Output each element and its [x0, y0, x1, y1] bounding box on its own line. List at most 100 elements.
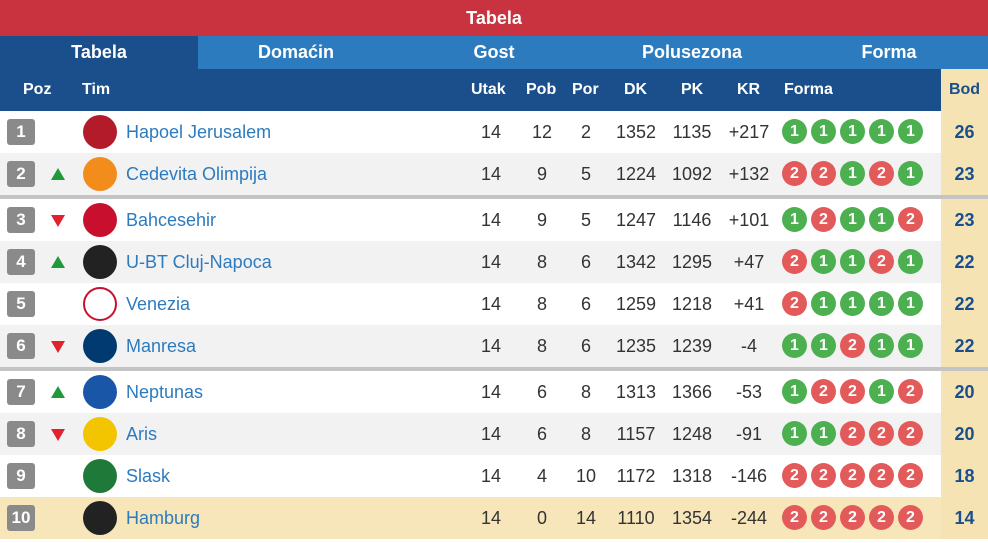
form-win-badge[interactable]: 1 — [811, 421, 836, 446]
form-win-badge[interactable]: 1 — [898, 249, 923, 274]
form-loss-badge[interactable]: 2 — [898, 463, 923, 488]
form-loss-badge[interactable]: 2 — [869, 161, 894, 186]
form-loss-badge[interactable]: 2 — [782, 249, 807, 274]
form-loss-badge[interactable]: 2 — [898, 379, 923, 404]
form-win-badge[interactable]: 1 — [869, 119, 894, 144]
form-win-badge[interactable]: 1 — [782, 207, 807, 232]
form-win-badge[interactable]: 1 — [811, 333, 836, 358]
form-win-badge[interactable]: 1 — [869, 333, 894, 358]
header-tim[interactable]: Tim — [82, 81, 111, 98]
form-win-badge[interactable]: 1 — [840, 207, 865, 232]
form-win-badge[interactable]: 1 — [782, 379, 807, 404]
form-win-badge[interactable]: 1 — [811, 119, 836, 144]
cell-utak: 14 — [480, 251, 502, 272]
team-name-link[interactable]: Aris — [126, 423, 157, 444]
team-name-link[interactable]: Bahcesehir — [126, 209, 217, 230]
venezia-logo-icon — [83, 287, 117, 321]
form-loss-badge[interactable]: 2 — [782, 463, 807, 488]
tab-forma[interactable]: Forma — [861, 42, 917, 62]
table-row[interactable]: 6 Manresa 14 8 6 1235 1239 -4 1 1 2 1 1 22 — [0, 325, 988, 367]
form-loss-badge[interactable]: 2 — [869, 249, 894, 274]
table-row[interactable]: 1 Hapoel Jerusalem 14 12 2 1352 1135 +217 1 1 1 1 1 2… — [0, 111, 988, 153]
team-name-link[interactable]: Venezia — [126, 293, 191, 314]
form-loss-badge[interactable]: 2 — [869, 505, 894, 530]
form-loss-badge[interactable]: 2 — [840, 505, 865, 530]
form-loss-badge[interactable]: 2 — [782, 505, 807, 530]
table-row[interactable]: 2 Cedevita Olimpija 14 9 5 1224 1092 +132 2 2 1 2 1 2… — [0, 153, 988, 195]
form-loss-badge[interactable]: 2 — [898, 505, 923, 530]
form-win-badge[interactable]: 1 — [898, 161, 923, 186]
table-row[interactable]: 10 Hamburg 14 0 14 1110 1354 -244 2 2 2 2 2 14 — [0, 497, 988, 539]
header-utak[interactable]: Utak — [471, 81, 506, 98]
form-win-badge[interactable]: 1 — [840, 249, 865, 274]
header-pob[interactable]: Pob — [526, 81, 557, 98]
form-loss-badge[interactable]: 2 — [811, 379, 836, 404]
cell-kr: +41 — [733, 293, 765, 314]
position-badge: 1 — [7, 119, 35, 145]
form-loss-badge[interactable]: 2 — [782, 161, 807, 186]
form-loss-badge[interactable]: 2 — [811, 463, 836, 488]
form-win-badge[interactable]: 1 — [811, 291, 836, 316]
table-row[interactable]: 4 U-BT Cluj-Napoca 14 8 6 1342 1295 +47 2 1 1 2 1 22 — [0, 241, 988, 283]
header-por[interactable]: Por — [572, 81, 599, 98]
tab-domacin[interactable]: Domaćin — [257, 42, 335, 62]
cell-kr: -4 — [740, 335, 757, 356]
table-row[interactable]: 3 Bahcesehir 14 9 5 1247 1146 +101 1 2 1 1 2 23 — [0, 199, 988, 241]
form-win-badge[interactable]: 1 — [898, 119, 923, 144]
table-row[interactable]: 8 Aris 14 6 8 1157 1248 -91 1 1 2 2 2 20 — [0, 413, 988, 455]
team-name-link[interactable]: U-BT Cluj-Napoca — [126, 251, 272, 272]
cell-bod: 22 — [941, 325, 988, 367]
tab-tabela[interactable]: Tabela — [0, 36, 198, 69]
table-row[interactable]: 9 Slask 14 4 10 1172 1318 -146 2 2 2 2 2 18 — [0, 455, 988, 497]
form-win-badge[interactable]: 1 — [782, 421, 807, 446]
form-loss-badge[interactable]: 2 — [869, 421, 894, 446]
header-kr[interactable]: KR — [737, 81, 761, 98]
form-loss-badge[interactable]: 2 — [840, 421, 865, 446]
table-row[interactable]: 7 Neptunas 14 6 8 1313 1366 -53 1 2 2 1 2 20 — [0, 371, 988, 413]
cell-utak: 14 — [480, 293, 502, 314]
team-name-link[interactable]: Slask — [126, 465, 171, 486]
team-name-link[interactable]: Neptunas — [126, 381, 204, 402]
form-loss-badge[interactable]: 2 — [811, 505, 836, 530]
team-name-link[interactable]: Cedevita Olimpija — [126, 163, 268, 184]
form-win-badge[interactable]: 1 — [840, 119, 865, 144]
form-loss-badge[interactable]: 2 — [840, 463, 865, 488]
form-loss-badge[interactable]: 2 — [898, 421, 923, 446]
team-name-link[interactable]: Hamburg — [126, 507, 201, 528]
tab-gost[interactable]: Gost — [473, 42, 515, 62]
cell-dk: 1313 — [615, 381, 657, 402]
form-loss-badge[interactable]: 2 — [782, 291, 807, 316]
form-win-badge[interactable]: 1 — [898, 333, 923, 358]
form-win-badge[interactable]: 1 — [869, 207, 894, 232]
table-row[interactable]: 5 Venezia 14 8 6 1259 1218 +41 2 1 1 1 1 22 — [0, 283, 988, 325]
form-win-badge[interactable]: 1 — [869, 379, 894, 404]
form-loss-badge[interactable]: 2 — [811, 161, 836, 186]
form-loss-badge[interactable]: 2 — [840, 333, 865, 358]
team-name-link[interactable]: Hapoel Jerusalem — [126, 121, 272, 142]
cell-bod: 18 — [941, 455, 988, 497]
aris-logo-icon — [83, 417, 117, 451]
form-win-badge[interactable]: 1 — [782, 333, 807, 358]
form-win-badge[interactable]: 1 — [811, 249, 836, 274]
form-loss-badge[interactable]: 2 — [811, 207, 836, 232]
header-poz[interactable]: Poz — [23, 81, 52, 98]
header-pk[interactable]: PK — [681, 81, 704, 98]
cell-bod: 22 — [941, 241, 988, 283]
form-win-badge[interactable]: 1 — [869, 291, 894, 316]
form-loss-badge[interactable]: 2 — [898, 207, 923, 232]
form-loss-badge[interactable]: 2 — [840, 379, 865, 404]
form-win-badge[interactable]: 1 — [782, 119, 807, 144]
header-dk[interactable]: DK — [624, 81, 648, 98]
form-win-badge[interactable]: 1 — [840, 161, 865, 186]
cell-kr: -91 — [735, 423, 762, 444]
team-name-link[interactable]: Manresa — [126, 335, 197, 356]
form-win-badge[interactable]: 1 — [898, 291, 923, 316]
cell-dk: 1157 — [616, 423, 656, 444]
tab-polusezona[interactable]: Polusezona — [641, 42, 743, 62]
form-loss-badge[interactable]: 2 — [869, 463, 894, 488]
form-win-badge[interactable]: 1 — [840, 291, 865, 316]
header-bod[interactable]: Bod — [941, 69, 988, 111]
